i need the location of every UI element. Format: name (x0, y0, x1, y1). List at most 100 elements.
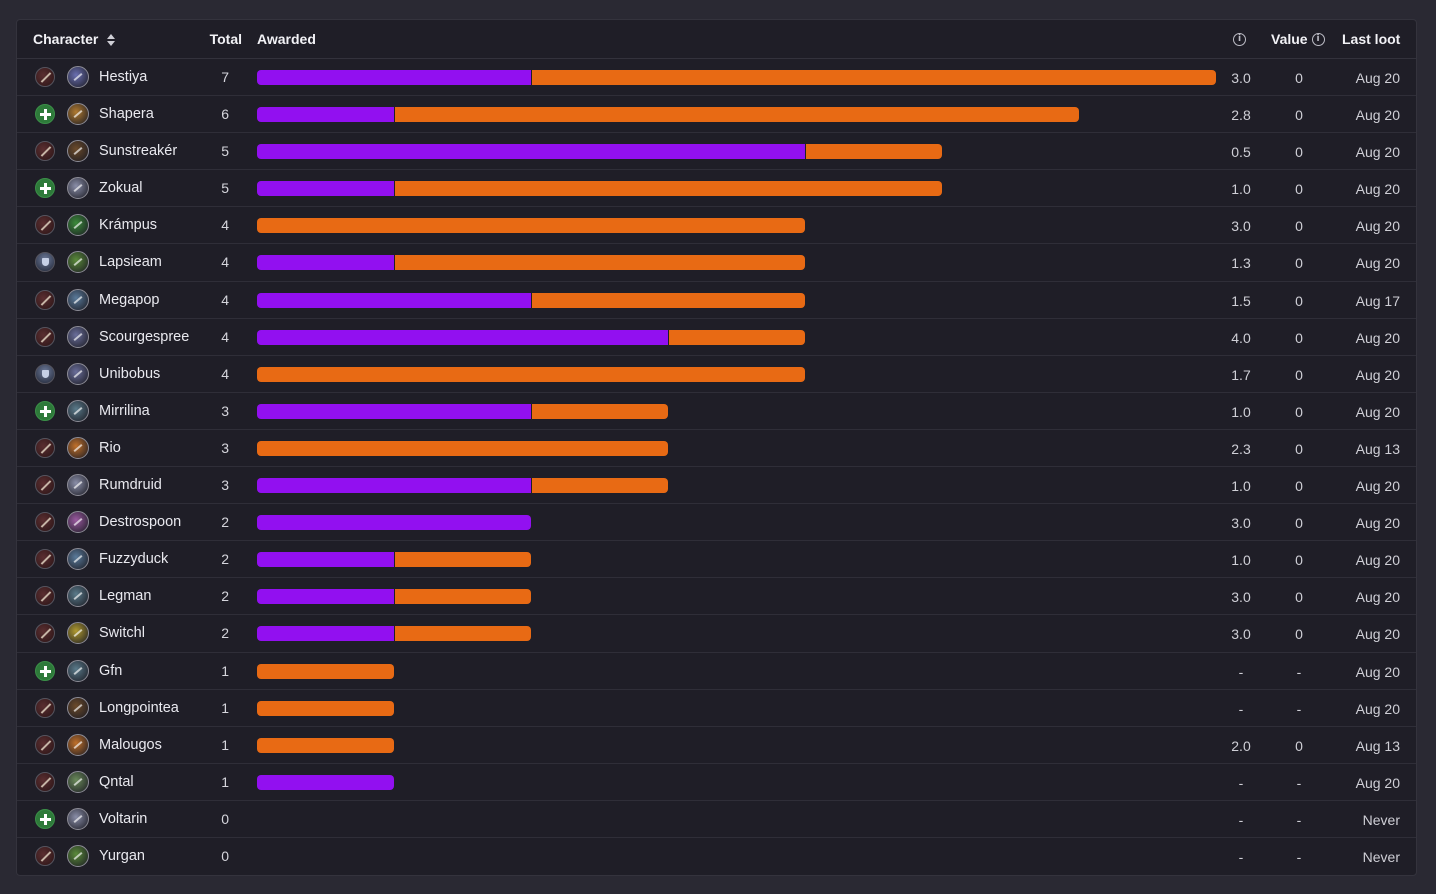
table-row[interactable]: Rio 3 2.3 0 Aug 13 (17, 430, 1416, 468)
table-row[interactable]: Switchl 2 3.0 0 Aug 20 (17, 615, 1416, 653)
character-name[interactable]: Krámpus (99, 217, 158, 234)
awarded-bar[interactable] (257, 700, 394, 716)
table-row[interactable]: Sunstreakér 5 0.5 0 Aug 20 (17, 133, 1416, 171)
awarded-bar-segment-orange[interactable] (395, 589, 531, 605)
score-column-header[interactable]: i (1233, 20, 1249, 59)
table-row[interactable]: Unibobus 4 1.7 0 Aug 20 (17, 356, 1416, 393)
awarded-bar[interactable] (257, 440, 668, 456)
sort-icon[interactable] (106, 33, 116, 47)
awarded-bar[interactable] (257, 329, 805, 345)
value-column-header[interactable]: Value i (1271, 20, 1325, 59)
character-name[interactable]: Switchl (99, 625, 145, 642)
awarded-bar-segment-purple[interactable] (257, 107, 394, 123)
awarded-bar-segment-orange[interactable] (257, 218, 805, 234)
character-name[interactable]: Voltarin (99, 810, 148, 827)
awarded-bar-segment-orange[interactable] (532, 478, 668, 494)
awarded-bar[interactable] (257, 552, 531, 568)
awarded-bar-segment-orange[interactable] (395, 552, 531, 568)
awarded-bar-segment-orange[interactable] (532, 292, 805, 308)
table-row[interactable]: Malougos 1 2.0 0 Aug 13 (17, 727, 1416, 764)
awarded-bar-segment-orange[interactable] (532, 403, 668, 419)
character-name[interactable]: Gfn (99, 662, 123, 679)
awarded-bar-segment-orange[interactable] (257, 700, 394, 716)
awarded-bar[interactable] (257, 737, 394, 753)
awarded-bar-segment-orange[interactable] (395, 107, 1079, 123)
character-name[interactable]: Rumdruid (99, 477, 162, 494)
character-name[interactable]: Mirrilina (99, 402, 150, 419)
table-row[interactable]: Gfn 1 - - Aug 20 (17, 653, 1416, 690)
awarded-bar[interactable] (257, 626, 531, 642)
table-row[interactable]: Rumdruid 3 1.0 0 Aug 20 (17, 467, 1416, 505)
total-column-header[interactable]: Total (209, 31, 242, 47)
awarded-bar-segment-purple[interactable] (257, 589, 394, 605)
character-name[interactable]: Zokual (99, 180, 143, 197)
table-row[interactable]: Legman 2 3.0 0 Aug 20 (17, 578, 1416, 616)
character-name[interactable]: Megapop (99, 291, 160, 308)
table-row[interactable]: Destrospoon 2 3.0 0 Aug 20 (17, 504, 1416, 542)
table-row[interactable]: Lapsieam 4 1.3 0 Aug 20 (17, 244, 1416, 282)
awarded-bar[interactable] (257, 107, 1079, 123)
table-row[interactable]: Zokual 5 1.0 0 Aug 20 (17, 170, 1416, 208)
table-row[interactable]: Voltarin 0 - - Never (17, 801, 1416, 838)
character-name[interactable]: Longpointea (99, 699, 179, 716)
table-row[interactable]: Qntal 1 - - Aug 20 (17, 764, 1416, 801)
table-row[interactable]: Hestiya 7 3.0 0 Aug 20 (17, 59, 1416, 97)
awarded-bar[interactable] (257, 589, 531, 605)
awarded-bar-segment-orange[interactable] (257, 366, 805, 382)
awarded-bar[interactable] (257, 403, 668, 419)
character-name[interactable]: Hestiya (99, 69, 148, 85)
awarded-bar-segment-orange[interactable] (257, 440, 668, 456)
awarded-bar-segment-purple[interactable] (257, 181, 394, 197)
awarded-bar[interactable] (257, 144, 942, 160)
awarded-bar-segment-purple[interactable] (257, 552, 394, 568)
character-name[interactable]: Sunstreakér (99, 143, 178, 160)
table-row[interactable]: Shapera 6 2.8 0 Aug 20 (17, 96, 1416, 134)
awarded-bar[interactable] (257, 478, 668, 494)
last-loot-column-header[interactable]: Last loot (1342, 31, 1401, 47)
table-row[interactable]: Megapop 4 1.5 0 Aug 17 (17, 282, 1416, 319)
awarded-bar[interactable] (257, 181, 942, 197)
awarded-bar[interactable] (257, 70, 1216, 85)
character-name[interactable]: Unibobus (99, 365, 161, 382)
awarded-bar-segment-orange[interactable] (806, 144, 942, 160)
character-name[interactable]: Lapsieam (99, 254, 162, 271)
awarded-bar-segment-orange[interactable] (257, 663, 394, 679)
awarded-bar[interactable] (257, 515, 531, 531)
awarded-bar-segment-orange[interactable] (257, 737, 394, 753)
character-name[interactable]: Fuzzyduck (99, 551, 169, 568)
awarded-bar-segment-purple[interactable] (257, 292, 531, 308)
character-name[interactable]: Yurgan (99, 847, 145, 864)
character-name[interactable]: Malougos (99, 736, 162, 753)
character-name[interactable]: Scourgespree (99, 328, 190, 345)
awarded-bar-segment-orange[interactable] (669, 329, 805, 345)
awarded-bar-segment-purple[interactable] (257, 774, 394, 790)
awarded-bar-segment-purple[interactable] (257, 70, 531, 85)
awarded-bar-segment-purple[interactable] (257, 329, 668, 345)
awarded-bar[interactable] (257, 218, 805, 234)
table-row[interactable]: Fuzzyduck 2 1.0 0 Aug 20 (17, 541, 1416, 579)
awarded-bar-segment-purple[interactable] (257, 144, 805, 160)
character-name[interactable]: Rio (99, 439, 121, 456)
info-icon[interactable]: i (1233, 33, 1246, 46)
awarded-bar-segment-purple[interactable] (257, 626, 394, 642)
character-name[interactable]: Qntal (99, 773, 134, 790)
character-column-header[interactable]: Character (33, 20, 116, 59)
table-row[interactable]: Longpointea 1 - - Aug 20 (17, 690, 1416, 727)
awarded-bar-segment-purple[interactable] (257, 478, 531, 494)
awarded-bar[interactable] (257, 255, 805, 271)
awarded-bar-segment-purple[interactable] (257, 255, 394, 271)
awarded-bar[interactable] (257, 774, 394, 790)
table-row[interactable]: Krámpus 4 3.0 0 Aug 20 (17, 207, 1416, 245)
awarded-bar[interactable] (257, 366, 805, 382)
info-icon[interactable]: i (1311, 33, 1325, 46)
awarded-bar-segment-purple[interactable] (257, 403, 531, 419)
character-name[interactable]: Shapera (99, 106, 154, 123)
awarded-bar-segment-orange[interactable] (395, 181, 942, 197)
awarded-bar-segment-orange[interactable] (532, 70, 1216, 85)
awarded-bar-segment-orange[interactable] (395, 255, 805, 271)
awarded-bar-segment-orange[interactable] (395, 626, 531, 642)
table-row[interactable]: Mirrilina 3 1.0 0 Aug 20 (17, 393, 1416, 430)
character-name[interactable]: Destrospoon (99, 514, 182, 531)
table-row[interactable]: Scourgespree 4 4.0 0 Aug 20 (17, 319, 1416, 356)
awarded-bar[interactable] (257, 663, 394, 679)
